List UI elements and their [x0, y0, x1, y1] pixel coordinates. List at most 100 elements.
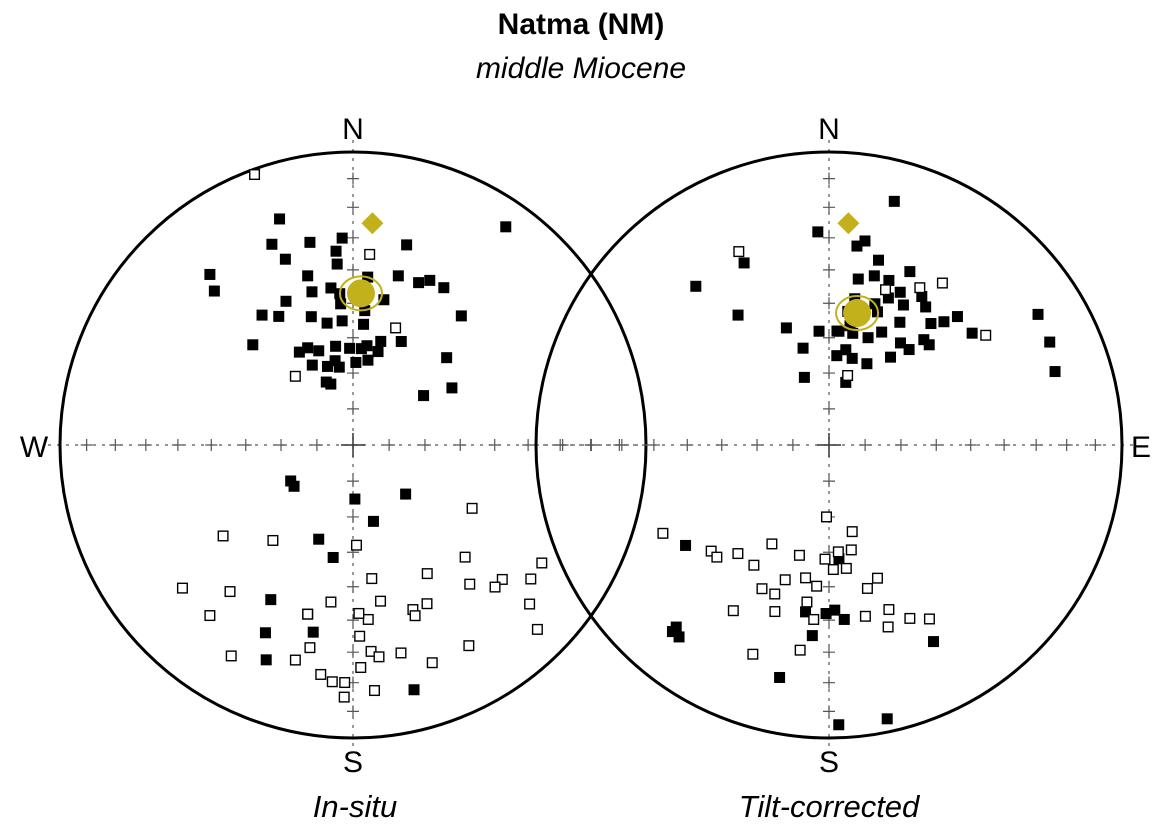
lower-hemisphere-point	[349, 493, 361, 505]
lower-hemisphere-point	[966, 327, 978, 339]
upper-hemisphere-point	[267, 534, 279, 546]
lower-hemisphere-point	[204, 268, 216, 280]
grid-tick	[310, 439, 323, 451]
upper-hemisphere-point	[819, 553, 831, 565]
upper-hemisphere-point	[421, 598, 433, 610]
lower-hemisphere-point	[392, 270, 404, 282]
lower-hemisphere-point	[424, 274, 436, 286]
center-cross	[341, 433, 365, 457]
lower-hemisphere-point	[362, 354, 374, 366]
lower-hemisphere-point	[325, 282, 337, 294]
grid-tick	[823, 231, 835, 244]
grid-tick	[239, 439, 252, 451]
upper-hemisphere-point	[304, 642, 316, 654]
upper-hemisphere-point	[766, 538, 778, 550]
stereonet-tilt-corrected	[534, 140, 1134, 750]
lower-hemisphere-point	[305, 311, 317, 323]
grid-tick	[823, 580, 835, 593]
grid-tick	[681, 439, 694, 451]
upper-hemisphere-point	[350, 539, 362, 551]
lower-hemisphere-point	[336, 232, 348, 244]
upper-hemisphere-point	[289, 370, 301, 382]
grid-tick	[418, 439, 431, 451]
east-label: E	[1131, 431, 1151, 464]
lower-hemisphere-point	[367, 515, 379, 527]
chart-title: Natma (NM)	[497, 8, 665, 41]
lower-hemisphere-point	[925, 318, 937, 330]
upper-hemisphere-point	[373, 651, 385, 663]
upper-hemisphere-point	[871, 572, 883, 584]
lower-hemisphere-point	[829, 604, 841, 616]
grid-tick	[751, 439, 764, 451]
grid-tick	[823, 201, 835, 214]
grid-tick	[347, 263, 359, 276]
upper-hemisphere-point	[459, 551, 471, 563]
grid-tick	[859, 439, 872, 451]
grid-tick	[556, 439, 569, 451]
lower-hemisphere-point	[831, 350, 843, 362]
lower-hemisphere-point	[438, 282, 450, 294]
lower-hemisphere-point	[395, 335, 407, 347]
lower-hemisphere-point	[260, 654, 272, 666]
lower-hemisphere-point	[331, 258, 343, 270]
grid-tick	[522, 439, 535, 451]
lower-hemisphere-point	[1049, 366, 1061, 378]
lower-hemisphere-point	[806, 630, 818, 642]
grid-tick	[823, 475, 835, 488]
upper-hemisphere-point	[769, 606, 781, 618]
upper-hemisphere-point	[466, 502, 478, 514]
lower-hemisphere-point	[840, 344, 852, 356]
upper-hemisphere-point	[225, 650, 237, 662]
lower-hemisphere-point	[862, 332, 874, 344]
lower-hemisphere-point	[897, 299, 909, 311]
upper-hemisphere-point	[794, 644, 806, 656]
upper-hemisphere-point	[325, 596, 337, 608]
lower-hemisphere-point	[320, 376, 332, 388]
lower-hemisphere-point	[1044, 336, 1056, 348]
lower-hemisphere-point	[1032, 308, 1044, 320]
grid-tick	[585, 439, 598, 451]
lower-hemisphere-point	[883, 274, 895, 286]
grid-tick	[109, 439, 122, 451]
upper-hemisphere-point	[779, 574, 791, 586]
chart-subtitle: middle Miocene	[475, 52, 687, 85]
upper-hemisphere-point	[732, 548, 744, 560]
lower-hemisphere-point	[372, 346, 384, 358]
grid-tick	[647, 439, 660, 451]
upper-hemisphere-point	[936, 277, 948, 289]
lower-hemisphere-point	[951, 311, 963, 323]
upper-hemisphere-point	[524, 598, 536, 610]
lower-hemisphere-point	[321, 317, 333, 329]
grid-tick	[488, 439, 501, 451]
upper-hemisphere-point	[364, 248, 376, 260]
upper-hemisphere-point	[904, 612, 916, 624]
lower-hemisphere-point	[873, 254, 885, 266]
lower-hemisphere-point	[259, 627, 271, 639]
lower-hemisphere-point	[274, 213, 286, 225]
upper-hemisphere-point	[496, 573, 508, 585]
lower-hemisphere-point	[876, 326, 888, 338]
grid-tick	[823, 705, 835, 718]
lower-hemisphere-point	[350, 356, 362, 368]
lower-hemisphere-point	[916, 290, 928, 302]
caption-in-situ: In-situ	[313, 789, 397, 824]
center-cross	[817, 433, 841, 457]
grid-tick	[823, 367, 835, 380]
upper-hemisphere-point	[249, 169, 261, 181]
lower-hemisphere-point	[302, 270, 314, 282]
lower-hemisphere-point	[882, 292, 894, 304]
lower-hemisphere-point	[920, 301, 932, 313]
lower-hemisphere-point	[446, 382, 458, 394]
expected-direction-diamond	[837, 212, 860, 235]
lower-hemisphere-point	[400, 488, 412, 500]
grid-tick	[383, 439, 396, 451]
grid-tick	[347, 201, 359, 214]
expected-direction-diamond	[361, 212, 384, 235]
upper-hemisphere-point	[489, 581, 501, 593]
lower-hemisphere-point	[847, 327, 859, 339]
lower-hemisphere-point	[304, 236, 316, 248]
upper-hemisphere-point	[338, 691, 350, 703]
upper-hemisphere-point	[883, 604, 895, 616]
lower-hemisphere-point	[358, 318, 370, 330]
lower-hemisphere-point	[690, 280, 702, 292]
